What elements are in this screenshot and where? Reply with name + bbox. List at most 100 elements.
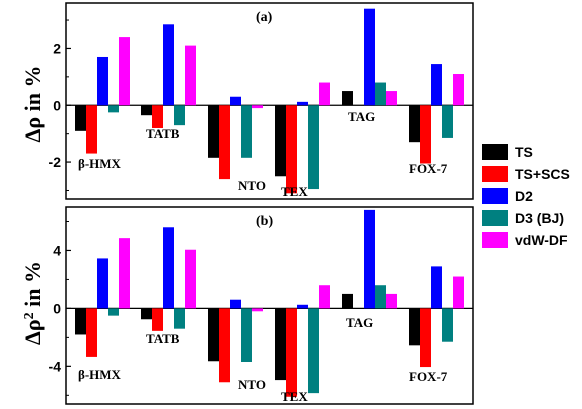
bar [97, 56, 108, 106]
bar [297, 101, 308, 106]
category-label: NTO [238, 377, 266, 392]
bar [86, 308, 97, 357]
legend-label: D3 (BJ) [515, 210, 564, 226]
legend-swatch [482, 144, 508, 160]
bar [119, 238, 130, 309]
bar [141, 308, 152, 320]
bar [241, 105, 252, 158]
bar [453, 74, 464, 106]
bar [241, 308, 252, 362]
bar [185, 45, 196, 106]
bar [308, 308, 319, 394]
bar [386, 293, 397, 309]
bar [375, 82, 386, 106]
panel-a-frame [65, 2, 474, 200]
bar [141, 105, 152, 116]
category-label: NTO [238, 178, 266, 193]
bar [420, 105, 431, 164]
legend-swatch [482, 166, 508, 182]
category-label: TEX [281, 184, 308, 199]
category-label: TATB [146, 331, 180, 346]
panel-b-frame [65, 206, 474, 405]
bar [431, 266, 442, 309]
panel-b-category-labels: β-HMX TATB NTO TEX TAG FOX-7 [78, 315, 448, 404]
ytick-label: 4 [53, 242, 61, 258]
panel-a-label: (a) [256, 10, 273, 25]
category-label: TATB [146, 126, 180, 141]
panel-a: (a) Δρ in % -2 0 2 β-HMX TATB NTO TEX TAG FOX-7 [20, 2, 474, 200]
legend-label: D2 [515, 188, 533, 204]
bar [386, 91, 397, 106]
bar [219, 308, 230, 383]
legend-swatch [482, 188, 508, 204]
bar [442, 105, 453, 138]
bar [174, 308, 185, 329]
bar [208, 308, 219, 362]
bar [152, 308, 163, 331]
bar [75, 105, 86, 131]
bar [319, 82, 330, 106]
panel-b: (b) Δρ2 in % -4 0 4 β-HMX TATB NTO TEX TAG FOX-… [20, 206, 474, 405]
legend-label: vdW-DF [515, 232, 568, 248]
bar [364, 8, 375, 106]
bar [152, 105, 163, 128]
bar [342, 91, 353, 106]
category-label: FOX-7 [409, 369, 448, 384]
legend: TS TS+SCS D2 D3 (BJ) vdW-DF [482, 144, 570, 248]
category-label: β-HMX [78, 156, 122, 171]
bar [97, 258, 108, 309]
category-label: TAG [346, 315, 373, 330]
bar [230, 96, 241, 106]
bar [208, 105, 219, 158]
legend-swatch [482, 232, 508, 248]
bar [163, 24, 174, 106]
panel-a-yticks: -2 0 2 [49, 19, 71, 191]
bar [342, 293, 353, 309]
ytick-label: 0 [53, 97, 61, 113]
bar [119, 37, 130, 106]
ytick-label: -4 [49, 358, 62, 374]
category-label: β-HMX [78, 367, 122, 382]
bar [163, 227, 174, 309]
ytick-label: 2 [53, 40, 61, 56]
panel-a-ylabel: Δρ in % [20, 66, 45, 143]
category-label: TEX [281, 389, 308, 404]
bar [364, 209, 375, 309]
bar [108, 105, 119, 113]
category-label: FOX-7 [409, 161, 448, 176]
bar [75, 308, 86, 335]
bar [286, 105, 297, 194]
bar [409, 105, 420, 143]
bar [308, 105, 319, 190]
bar [286, 308, 297, 397]
bar [219, 105, 230, 180]
bar [252, 308, 263, 312]
bar [297, 304, 308, 309]
bar [185, 249, 196, 309]
panel-a-category-labels: β-HMX TATB NTO TEX TAG FOX-7 [78, 109, 448, 199]
category-label: TAG [348, 109, 375, 124]
ytick-label: -2 [49, 154, 62, 170]
bar [86, 105, 97, 154]
bar [453, 276, 464, 309]
bar [275, 105, 286, 177]
legend-swatch [482, 210, 508, 226]
panel-b-yticks: -4 0 4 [49, 220, 71, 396]
bar [108, 308, 119, 316]
bar [275, 308, 286, 381]
ytick-label: 0 [53, 300, 61, 316]
bar [174, 105, 185, 126]
bar [431, 64, 442, 106]
bar [230, 299, 241, 309]
bar [375, 285, 386, 309]
panel-a-bars [75, 8, 464, 194]
bar [319, 285, 330, 309]
bar [420, 308, 431, 368]
bar [252, 105, 263, 109]
legend-label: TS [515, 144, 533, 160]
bar [409, 308, 420, 346]
bar [442, 308, 453, 342]
panel-b-bars [75, 209, 464, 397]
legend-label: TS+SCS [515, 166, 570, 182]
